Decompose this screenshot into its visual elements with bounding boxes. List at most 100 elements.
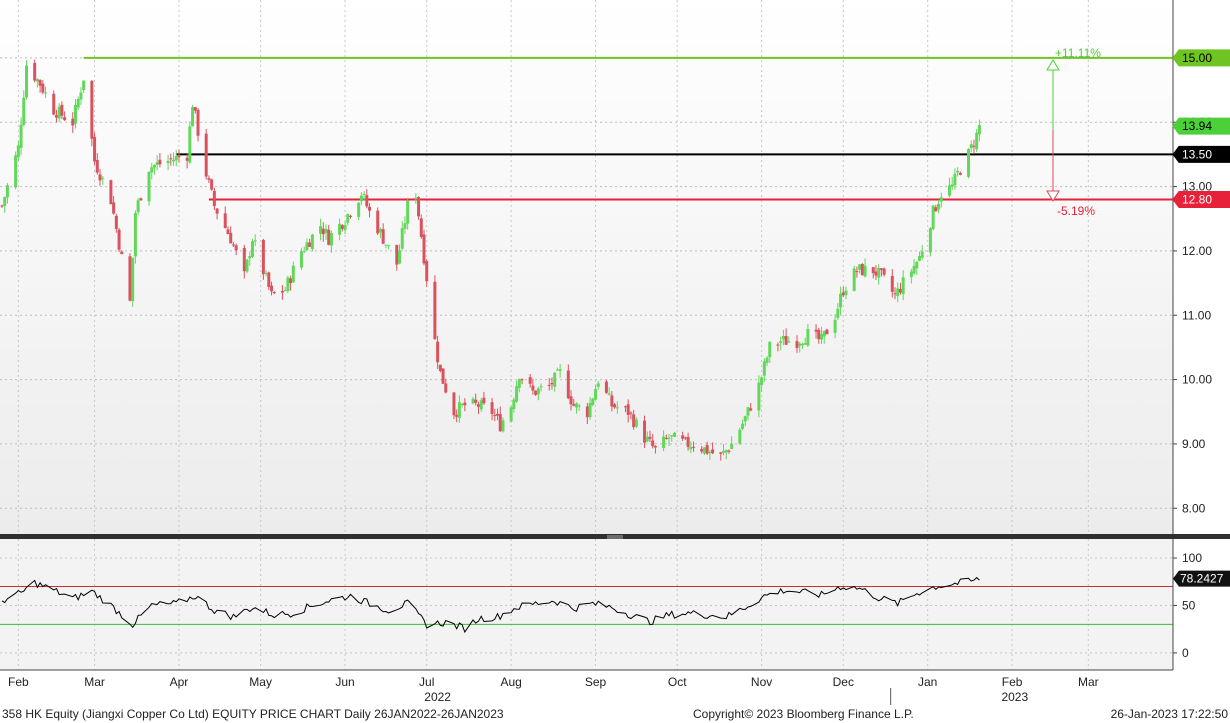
candle-up	[479, 400, 483, 410]
indicator-tick-label: 100	[1182, 551, 1202, 565]
month-label: Sep	[585, 675, 607, 689]
level-tag: 13.50	[1172, 145, 1230, 163]
candle-down	[814, 329, 818, 332]
indicator-value-box	[1173, 570, 1230, 587]
candle-down	[879, 268, 883, 270]
upside-label: +11.11%	[1055, 46, 1101, 60]
candle-up	[319, 226, 323, 234]
price-panel-background	[0, 0, 1173, 534]
candle-up	[746, 407, 750, 416]
candle-down	[547, 384, 551, 386]
time-axis: Feb Mar Apr May Jun Jul Aug Sep Oct Nov Dec Jan Feb M…	[8, 675, 1099, 705]
candle-up	[806, 329, 810, 346]
candle-down	[784, 335, 788, 345]
candle-up	[517, 379, 521, 388]
candle-up	[324, 228, 328, 233]
candle-up	[283, 290, 287, 292]
candle-up	[286, 277, 290, 292]
candle-down	[321, 228, 325, 235]
candle-up	[760, 377, 764, 385]
candle-down	[855, 271, 859, 273]
candle-up	[915, 261, 919, 269]
candle-down	[632, 414, 636, 428]
candle-up	[16, 145, 20, 158]
candle-down	[267, 272, 271, 287]
candle-up	[245, 259, 249, 272]
candle-down	[365, 195, 369, 207]
candle-down	[177, 156, 181, 158]
candle-up	[588, 402, 592, 418]
candle-up	[82, 80, 86, 91]
candle-up	[400, 228, 404, 249]
candle-down	[572, 404, 576, 406]
level-tag-box	[1172, 49, 1230, 67]
candle-up	[346, 214, 350, 223]
candle-down	[610, 395, 614, 407]
candle-down	[531, 385, 535, 391]
downside-label: -5.19%	[1057, 204, 1095, 218]
candle-up	[977, 125, 981, 135]
candle-down	[438, 364, 442, 371]
footer-title: 358 HK Equity (Jiangxi Copper Co Ltd) EQ…	[2, 707, 504, 721]
candle-up	[359, 195, 363, 202]
level-tag-box	[1172, 145, 1230, 163]
level-tag-label: 12.80	[1182, 192, 1212, 206]
candle-down	[425, 261, 429, 282]
candle-up	[250, 241, 254, 257]
candle-down	[204, 133, 208, 177]
level-tag: 12.80	[1172, 190, 1230, 208]
candle-down	[749, 408, 753, 411]
candle-down	[476, 404, 480, 407]
level-tags[interactable]: 15.00 13.94 13.50 12.80	[1172, 49, 1230, 208]
candle-up	[471, 398, 475, 404]
candle-down	[270, 285, 274, 292]
candle-up	[501, 420, 505, 432]
candle-up	[947, 185, 951, 196]
candle-up	[387, 245, 391, 247]
candle-up	[909, 271, 913, 278]
candle-up	[329, 232, 333, 246]
candle-down	[54, 114, 58, 118]
candle-up	[896, 288, 900, 297]
candle-down	[63, 117, 67, 121]
month-label: Mar	[1078, 675, 1099, 689]
month-label: Aug	[500, 675, 521, 689]
candle-down	[958, 172, 962, 175]
candle-down	[185, 157, 189, 161]
candle-down	[38, 79, 42, 86]
candle-up	[305, 242, 309, 251]
candle-down	[139, 198, 143, 201]
candle-up	[558, 369, 562, 371]
candle-down	[280, 290, 284, 293]
candle-down	[381, 229, 385, 244]
candle-up	[291, 265, 295, 283]
candle-up	[44, 92, 48, 94]
candle-down	[569, 396, 573, 405]
candle-down	[234, 245, 238, 251]
level-tag-box	[1172, 117, 1230, 135]
candle-down	[169, 158, 173, 160]
candle-down	[109, 180, 113, 205]
candle-up	[863, 265, 867, 277]
candle-down	[215, 208, 219, 214]
candle-down	[289, 278, 293, 284]
month-label: Dec	[833, 675, 854, 689]
down-arrow-icon	[1046, 190, 1060, 202]
candle-up	[515, 386, 519, 402]
candle-up	[928, 228, 932, 253]
candle-down	[444, 383, 448, 393]
candle-up	[19, 124, 23, 148]
candle-down	[93, 136, 97, 162]
candle-up	[956, 170, 960, 173]
candle-up	[953, 173, 957, 186]
candle-down	[585, 406, 589, 418]
candle-up	[967, 149, 971, 177]
candle-down	[417, 197, 421, 217]
candle-up	[553, 372, 557, 387]
candle-down	[226, 229, 230, 235]
candle-down	[120, 251, 124, 255]
candle-up	[188, 126, 192, 163]
candle-up	[939, 197, 943, 202]
candle-up	[136, 200, 140, 213]
month-label: Apr	[170, 675, 189, 689]
